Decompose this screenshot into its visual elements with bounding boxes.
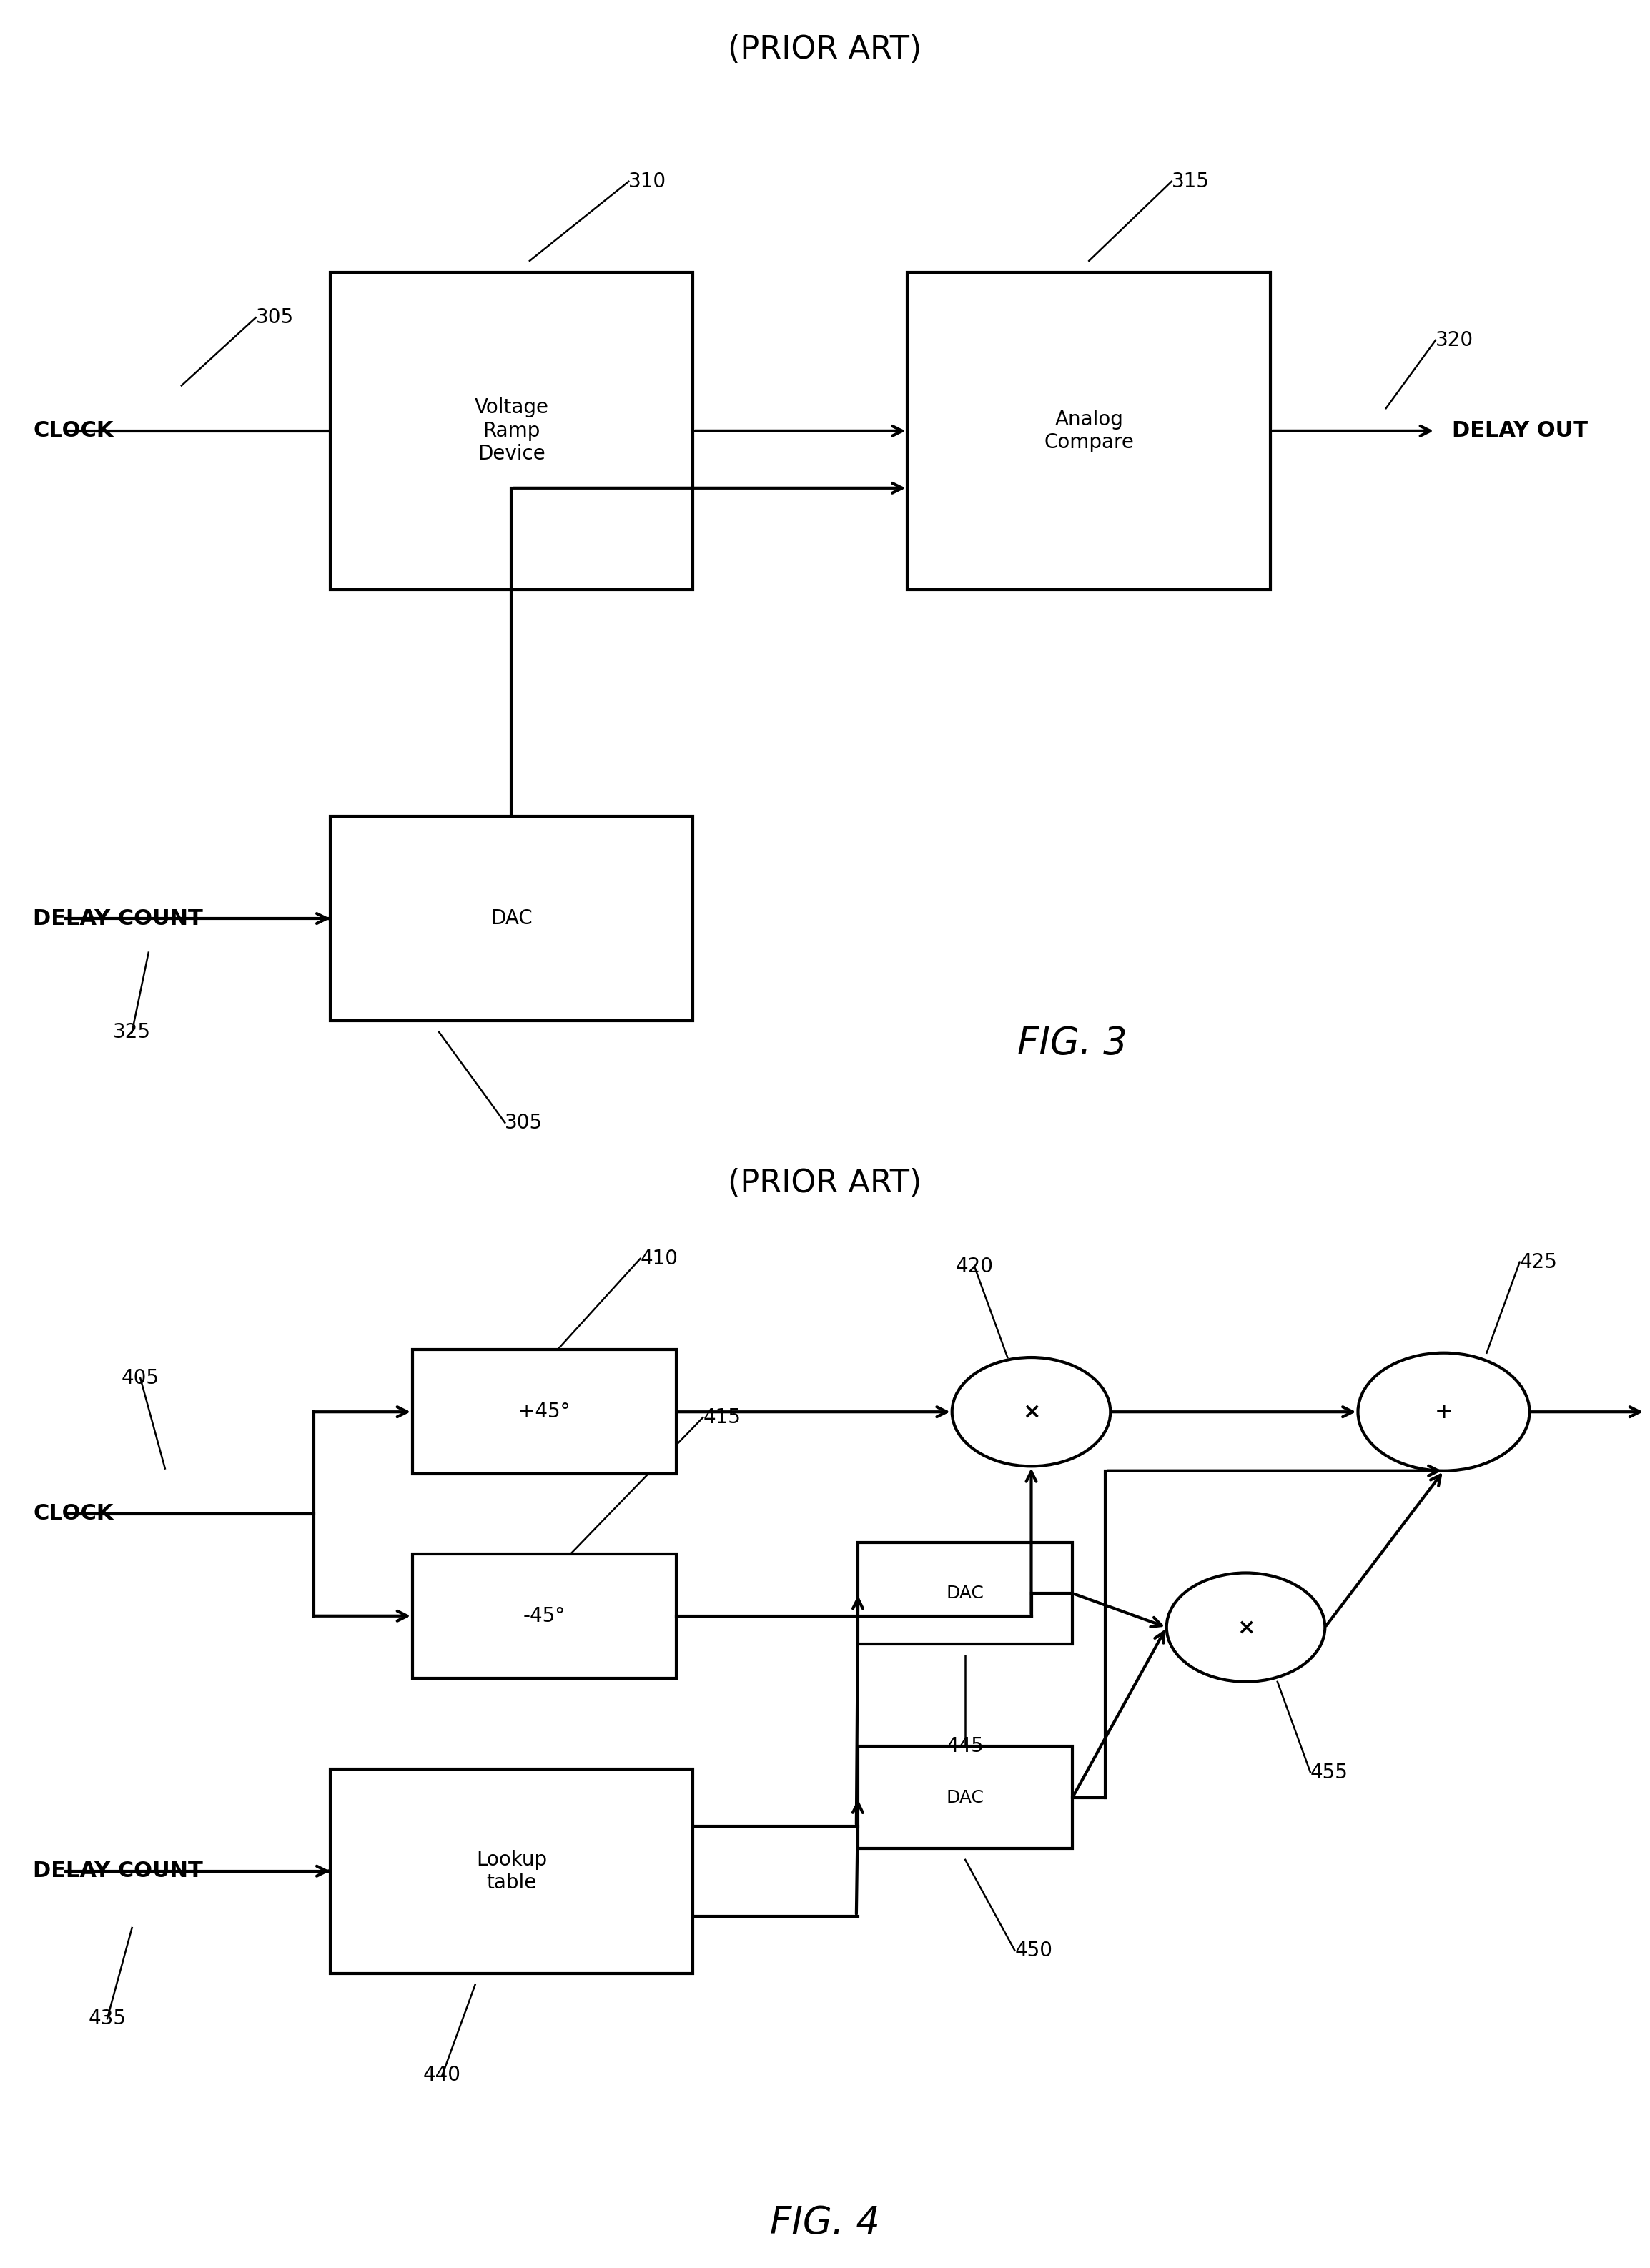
Text: 455: 455 [1310,1762,1348,1783]
FancyBboxPatch shape [858,1542,1072,1644]
Text: 445: 445 [947,1737,983,1755]
Text: ×: × [1021,1402,1041,1422]
Text: DAC: DAC [947,1585,983,1601]
Text: FIG. 4: FIG. 4 [771,2204,879,2241]
Text: (PRIOR ART): (PRIOR ART) [728,1168,922,1200]
Circle shape [1358,1352,1530,1472]
FancyBboxPatch shape [908,272,1270,590]
Text: 415: 415 [703,1408,741,1427]
FancyBboxPatch shape [412,1349,676,1474]
Text: 440: 440 [424,2066,460,2084]
FancyBboxPatch shape [330,1769,693,1973]
Text: -45°: -45° [523,1606,566,1626]
Text: 420: 420 [955,1256,993,1277]
Text: Analog
Compare: Analog Compare [1044,408,1134,454]
Text: ×: × [1236,1617,1256,1637]
Text: 310: 310 [629,172,667,191]
Text: (PRIOR ART): (PRIOR ART) [728,34,922,66]
Text: 305: 305 [505,1114,543,1132]
Text: 425: 425 [1520,1252,1558,1272]
Text: DAC: DAC [947,1789,983,1805]
Text: 435: 435 [89,2009,125,2028]
Text: 315: 315 [1171,172,1209,191]
Text: +45°: +45° [518,1402,571,1422]
Text: DELAY COUNT: DELAY COUNT [33,907,203,930]
FancyBboxPatch shape [412,1554,676,1678]
Text: 410: 410 [640,1250,678,1268]
FancyBboxPatch shape [330,272,693,590]
Text: CLOCK: CLOCK [33,420,114,442]
Text: 305: 305 [256,308,294,327]
Text: Voltage
Ramp
Device: Voltage Ramp Device [474,397,549,465]
Text: DELAY OUT: DELAY OUT [1452,420,1587,442]
Text: DAC: DAC [490,909,533,928]
Text: Lookup
table: Lookup table [477,1848,546,1894]
Text: DELAY COUNT: DELAY COUNT [33,1860,203,1882]
Text: FIG. 3: FIG. 3 [1018,1025,1127,1061]
FancyBboxPatch shape [858,1746,1072,1848]
Circle shape [1167,1574,1325,1683]
Circle shape [952,1356,1110,1467]
FancyBboxPatch shape [330,816,693,1021]
Text: 450: 450 [1015,1941,1053,1960]
Text: +: + [1434,1402,1454,1422]
Text: CLOCK: CLOCK [33,1504,114,1524]
Text: 320: 320 [1436,331,1473,349]
Text: 325: 325 [114,1023,150,1041]
Text: 405: 405 [122,1368,158,1388]
